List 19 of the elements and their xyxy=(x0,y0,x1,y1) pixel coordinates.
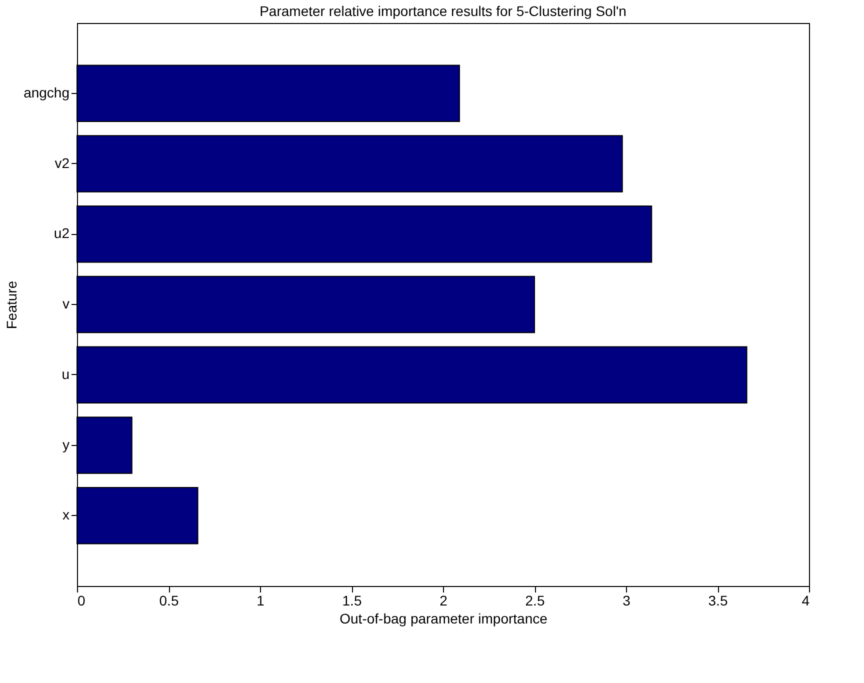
x-tick-label: 1.5 xyxy=(342,592,362,608)
x-tick-label: 0 xyxy=(78,592,86,608)
y-tick-label: v2 xyxy=(54,154,70,171)
y-tick-label: angchg xyxy=(24,84,70,100)
x-axis-title: Out-of-bag parameter importance xyxy=(340,610,548,626)
x-tick-label: 3.5 xyxy=(708,592,728,608)
x-tick-label: 3 xyxy=(622,592,631,608)
x-tick-label: 4 xyxy=(802,592,810,608)
y-axis-title: Feature xyxy=(4,280,20,330)
y-tick-label: v xyxy=(62,296,70,312)
y-tick-label: y xyxy=(62,436,70,452)
y-tick-label: x xyxy=(62,506,70,523)
chart-title: Parameter relative importance results for 5-Clustering Sol'n xyxy=(260,3,626,19)
x-tick-label: 0.5 xyxy=(159,592,179,608)
x-tick-label: 2 xyxy=(440,592,448,608)
y-tick-label: u2 xyxy=(54,225,70,242)
x-tick-label: 2.5 xyxy=(525,592,545,608)
y-tick-label: u xyxy=(62,366,70,382)
x-tick-label: 1 xyxy=(256,592,265,608)
